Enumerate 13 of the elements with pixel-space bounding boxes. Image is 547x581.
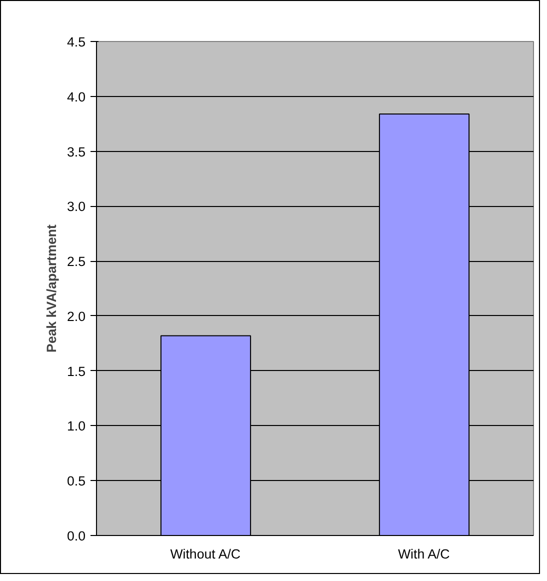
y-tick-label: 2.0 [66,308,86,324]
y-tick-label: 2.5 [66,254,86,270]
x-tick-label: Without A/C [170,546,241,562]
y-axis-title: Peak kVA/apartment [44,224,59,352]
y-tick-label: 1.0 [66,418,86,434]
y-tick-label: 0.5 [66,474,86,489]
y-tick-label: 0.0 [66,528,86,544]
x-tick-label: With A/C [398,546,450,562]
y-tick-label: 3.5 [66,144,86,160]
y-tick-label: 1.5 [66,364,86,379]
y-tick-label: 4.0 [66,89,86,104]
y-tick-label: 3.0 [66,199,86,214]
y-tick-label: 4.5 [66,34,86,50]
